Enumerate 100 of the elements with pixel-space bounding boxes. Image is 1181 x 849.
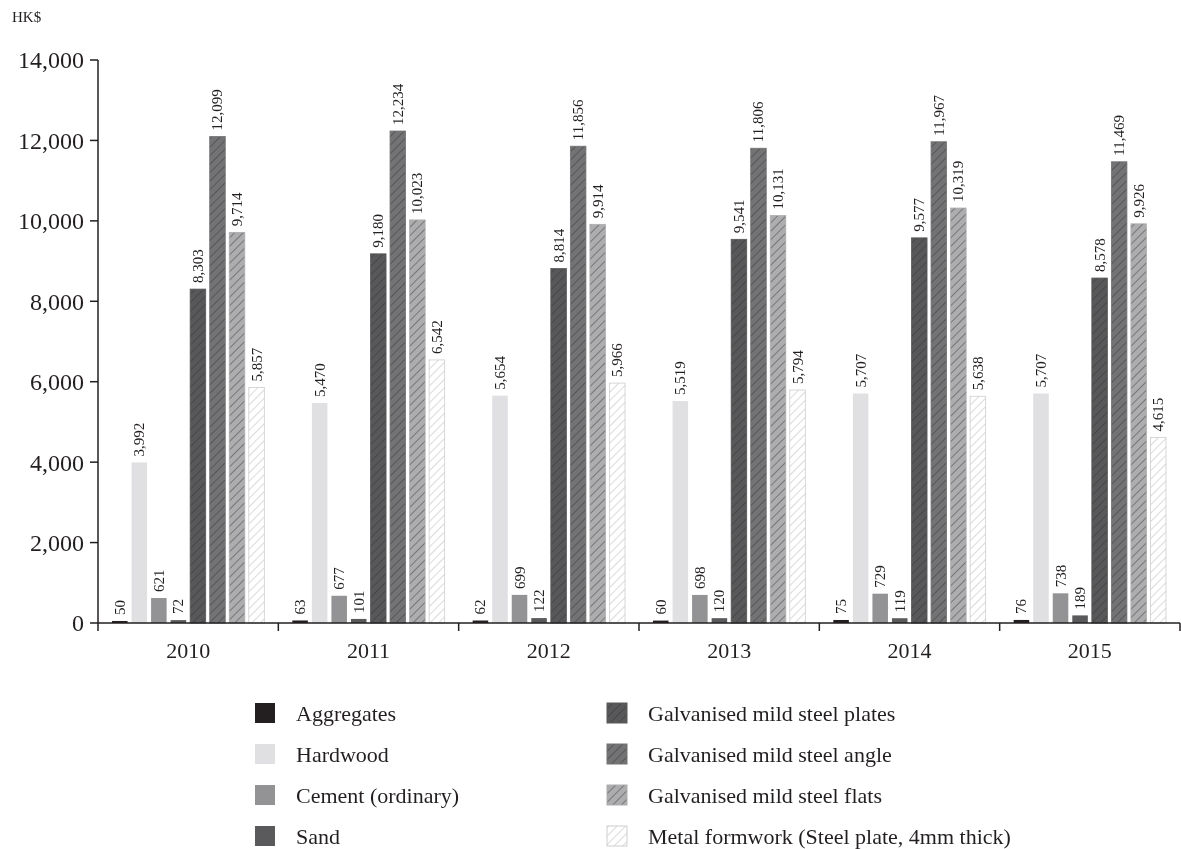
bar: [209, 136, 226, 624]
data-label: 50: [111, 599, 128, 615]
bar: [609, 382, 626, 624]
data-label: 5,470: [311, 363, 328, 398]
data-label: 9,180: [370, 214, 387, 248]
data-label: 5,794: [789, 349, 806, 384]
bar: [969, 395, 987, 624]
data-label: 9,914: [589, 184, 606, 219]
bar: [1033, 393, 1049, 623]
x-tick-label: 2015: [1067, 638, 1112, 663]
data-label: 12,099: [209, 89, 226, 131]
bar: [950, 207, 967, 624]
bar: [1150, 437, 1167, 624]
bar: [492, 395, 508, 623]
bar: [131, 462, 148, 623]
y-tick-label: 0: [72, 610, 84, 637]
data-label: 76: [1013, 598, 1030, 614]
data-label: 11,967: [930, 94, 947, 136]
data-label: 5,857: [248, 347, 265, 382]
bar: [789, 389, 806, 624]
data-label: 63: [292, 599, 309, 615]
bar: [1052, 593, 1069, 623]
bar: [331, 595, 347, 623]
bar: [1091, 277, 1108, 624]
data-label: 9,577: [911, 197, 928, 232]
data-label: 6,542: [428, 320, 445, 354]
data-label: 62: [472, 599, 489, 615]
bar: [511, 594, 528, 623]
data-label: 698: [691, 566, 708, 589]
data-label: 621: [150, 569, 167, 593]
bar: [370, 253, 387, 624]
data-label: 729: [872, 565, 889, 588]
bar: [872, 593, 888, 623]
x-tick-label: 2010: [166, 638, 211, 663]
data-label: 119: [891, 590, 908, 613]
data-label: 12,234: [389, 83, 406, 126]
legend-label: Galvanised mild steel plates: [648, 700, 896, 726]
data-label: 9,926: [1130, 183, 1147, 218]
y-tick-label: 6,000: [30, 369, 84, 396]
y-tick-label: 12,000: [18, 127, 84, 154]
data-label: 5,638: [969, 356, 986, 391]
data-label: 189: [1072, 586, 1089, 610]
data-label: 122: [531, 589, 548, 613]
legend-label: Galvanised mild steel angle: [648, 741, 892, 767]
data-label: 699: [511, 566, 528, 589]
legend-label: Galvanised mild steel flats: [648, 782, 882, 808]
data-label: 677: [331, 566, 348, 590]
legend-label: Hardwood: [296, 741, 389, 767]
data-label: 5,707: [852, 353, 869, 388]
data-label: 10,131: [770, 168, 787, 210]
data-label: 8,303: [189, 249, 206, 284]
legend-label: Cement (ordinary): [296, 782, 460, 808]
bar: [228, 231, 246, 624]
y-tick-label: 14,000: [18, 47, 84, 74]
bar: [151, 598, 167, 623]
data-label: 5,654: [491, 355, 508, 390]
data-label: 75: [833, 598, 850, 614]
data-label: 11,856: [570, 99, 587, 141]
data-label: 5,707: [1032, 353, 1049, 388]
data-label: 120: [711, 589, 728, 613]
data-label: 10,023: [409, 172, 426, 214]
bar: [589, 223, 606, 624]
x-tick-label: 2012: [526, 638, 571, 663]
data-label: 3,992: [131, 422, 148, 457]
bar: [389, 130, 406, 624]
y-tick-label: 10,000: [18, 208, 84, 235]
data-label: 72: [170, 599, 187, 615]
data-label: 11,469: [1111, 115, 1128, 156]
legend-label: Sand: [296, 823, 340, 849]
bar: [1110, 161, 1128, 624]
legend-label: Aggregates: [296, 700, 397, 726]
data-label: 5,519: [672, 361, 689, 396]
y-axis-title: HK$: [12, 9, 42, 25]
bar: [409, 219, 426, 624]
data-label: 738: [1052, 564, 1069, 588]
data-label: 60: [652, 599, 669, 615]
bar: [248, 387, 265, 624]
y-tick-label: 2,000: [30, 529, 84, 556]
bar: [1072, 615, 1088, 623]
data-label: 5,966: [609, 342, 626, 378]
bar: [550, 268, 567, 624]
data-label: 11,806: [750, 101, 767, 143]
data-label: 101: [350, 590, 367, 613]
bar: [692, 594, 708, 623]
bar: [930, 141, 947, 624]
bar: [569, 145, 587, 624]
bar: [672, 401, 689, 623]
bar: [769, 215, 787, 624]
data-label: 10,319: [950, 160, 967, 203]
data-label: 9,541: [730, 199, 747, 234]
legend-label: Metal formwork (Steel plate, 4mm thick): [648, 823, 1011, 849]
data-label: 8,814: [550, 228, 567, 263]
bar: [311, 403, 328, 623]
bar: [189, 288, 207, 624]
x-tick-label: 2011: [346, 638, 391, 663]
bar: [852, 393, 869, 623]
y-tick-label: 8,000: [30, 288, 84, 315]
bar: [428, 359, 446, 624]
x-tick-label: 2014: [887, 638, 932, 663]
bar: [750, 147, 767, 624]
